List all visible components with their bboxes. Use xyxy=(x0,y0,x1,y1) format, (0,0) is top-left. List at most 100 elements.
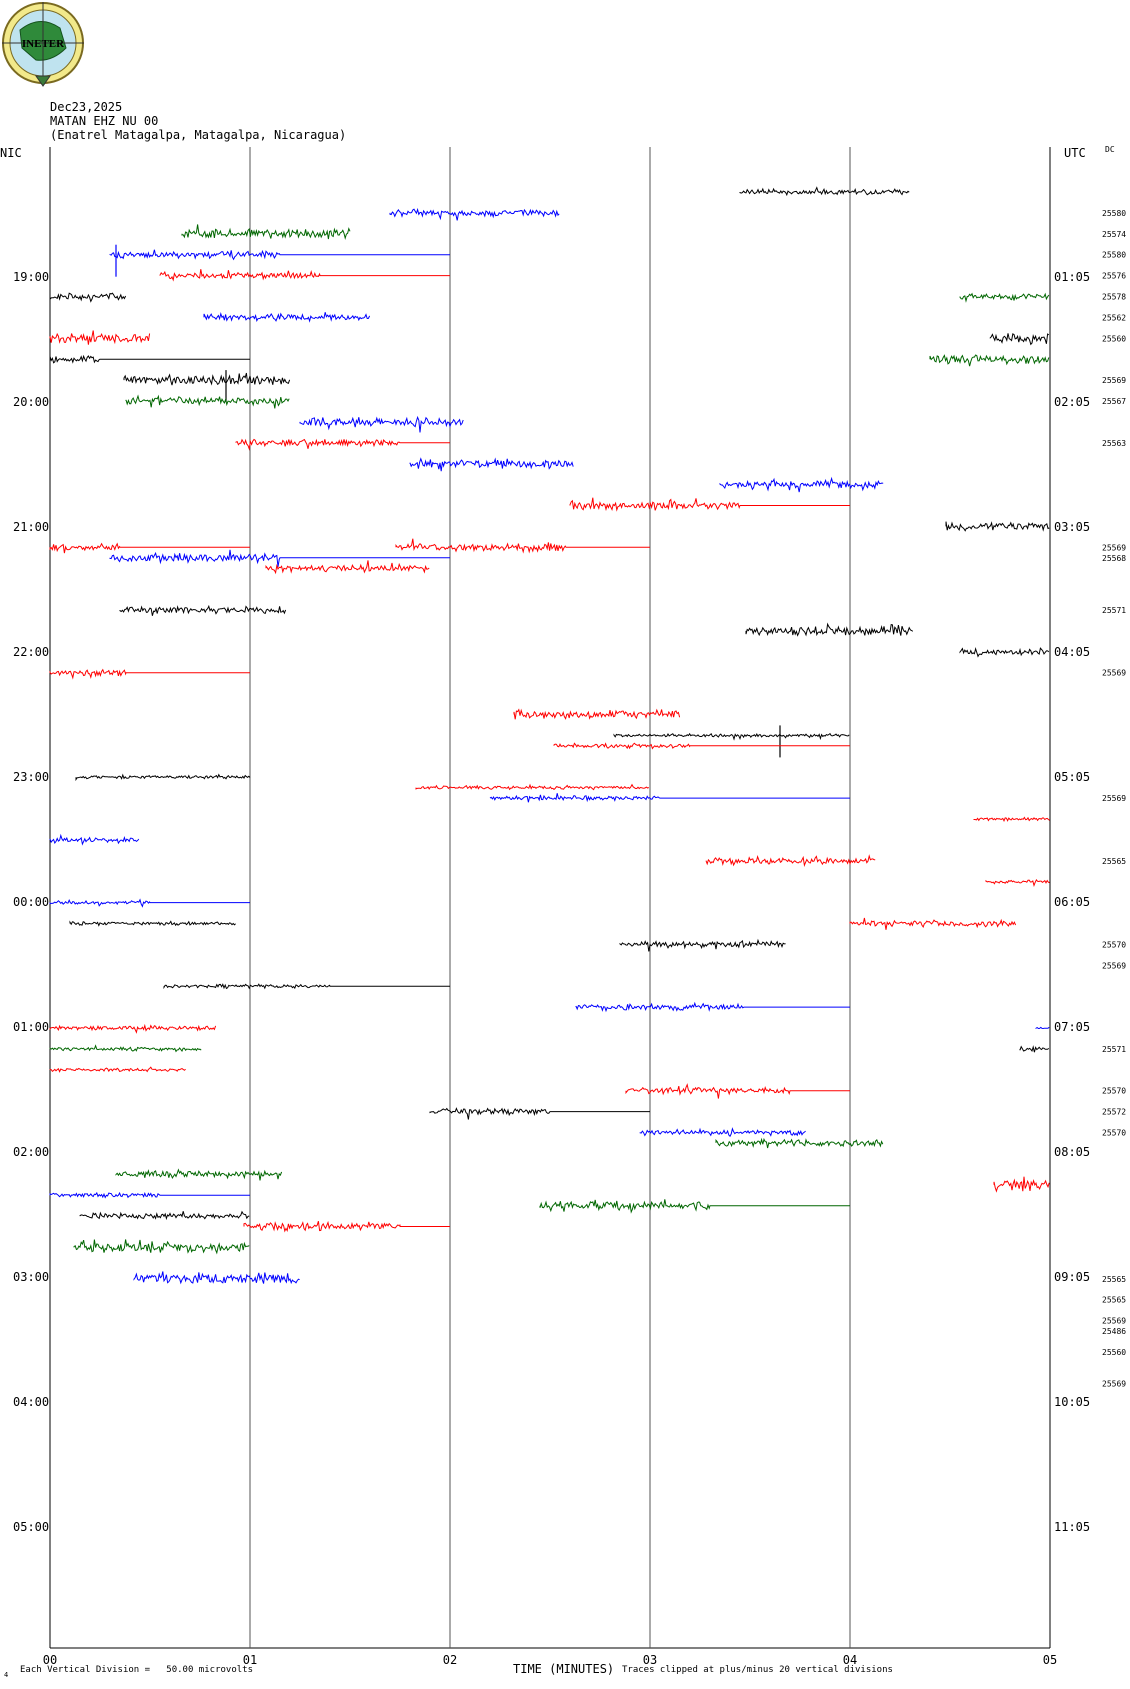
x-tick-label: 02 xyxy=(443,1653,457,1667)
location-label: (Enatrel Matagalpa, Matagalpa, Nicaragua… xyxy=(50,128,347,142)
x-tick-label: 00 xyxy=(43,1653,57,1667)
seismic-trace xyxy=(553,742,850,750)
dc-value: 25580 xyxy=(1102,251,1126,260)
seismic-trace xyxy=(489,793,850,803)
utc-time-label: 10:05 xyxy=(1054,1395,1090,1409)
seismic-trace xyxy=(989,333,1050,346)
seismic-trace xyxy=(243,1220,450,1233)
utc-time-label: 05:05 xyxy=(1054,770,1090,784)
dc-value: 25569 xyxy=(1102,794,1126,803)
seismic-trace xyxy=(429,1107,650,1120)
seismic-trace xyxy=(123,372,291,386)
seismic-trace xyxy=(715,1137,884,1149)
nic-time-label: 05:00 xyxy=(13,1520,49,1534)
x-tick-label: 01 xyxy=(243,1653,257,1667)
nic-time-label: 03:00 xyxy=(13,1270,49,1284)
seismic-trace xyxy=(619,938,786,952)
utc-time-label: 01:05 xyxy=(1054,270,1090,284)
seismic-trace xyxy=(299,415,464,433)
seismic-trace xyxy=(929,354,1050,367)
dc-value: 25569 xyxy=(1102,1317,1126,1326)
x-tick-label: 03 xyxy=(643,1653,657,1667)
seismic-trace xyxy=(235,438,450,451)
nic-time-label: 22:00 xyxy=(13,645,49,659)
x-axis-title: TIME (MINUTES) xyxy=(513,1662,615,1676)
station-label: MATAN EHZ NU 00 xyxy=(50,114,159,128)
nic-time-label: 20:00 xyxy=(13,395,49,409)
utc-time-label: 06:05 xyxy=(1054,895,1090,909)
seismic-trace xyxy=(109,549,450,567)
dc-value: 25565 xyxy=(1102,1296,1126,1305)
seismic-trace xyxy=(569,497,850,512)
seismic-trace xyxy=(1019,1045,1050,1053)
dc-value: 25563 xyxy=(1102,439,1126,448)
seismic-trace xyxy=(539,1199,850,1214)
dc-value: 25570 xyxy=(1102,940,1126,949)
corner-mark: 4 xyxy=(4,1671,9,1679)
seismic-trace xyxy=(49,898,250,908)
chart-traces xyxy=(49,186,1050,1285)
seismic-trace xyxy=(49,1044,202,1053)
seismic-trace xyxy=(75,773,251,782)
dc-value: 25580 xyxy=(1102,209,1126,218)
seismic-trace xyxy=(409,457,574,472)
seismic-trace xyxy=(203,312,371,323)
seismic-trace xyxy=(133,1271,300,1285)
clip-note: Traces clipped at plus/minus 20 vertical… xyxy=(622,1665,893,1675)
dc-value: 25568 xyxy=(1102,554,1126,563)
right-axis-label: UTC xyxy=(1064,146,1086,160)
dc-value: 25560 xyxy=(1102,1348,1126,1357)
nic-time-label: 21:00 xyxy=(13,520,49,534)
dc-value: 25569 xyxy=(1102,669,1126,678)
utc-time-label: 07:05 xyxy=(1054,1020,1090,1034)
dc-value: 25560 xyxy=(1102,334,1126,343)
dc-value: 25486 xyxy=(1102,1327,1126,1336)
seismic-trace xyxy=(115,1168,283,1181)
dc-value: 25571 xyxy=(1102,1045,1126,1054)
dc-value: 25570 xyxy=(1102,1129,1126,1138)
dc-value: 25571 xyxy=(1102,606,1126,615)
seismic-trace xyxy=(739,186,910,197)
dc-value: 25569 xyxy=(1102,376,1126,385)
seismic-trace xyxy=(125,394,290,409)
seismic-trace xyxy=(389,207,560,221)
nic-time-label: 00:00 xyxy=(13,895,49,909)
seismic-trace xyxy=(49,1191,250,1199)
ineter-logo: INETER xyxy=(2,2,84,87)
seismic-trace xyxy=(119,604,287,616)
nic-time-label: 04:00 xyxy=(13,1395,49,1409)
nic-time-label: 02:00 xyxy=(13,1145,49,1159)
seismic-trace xyxy=(49,330,151,345)
seismic-trace xyxy=(49,1023,217,1034)
seismic-trace xyxy=(849,917,1017,930)
utc-time-label: 09:05 xyxy=(1054,1270,1090,1284)
seismic-trace xyxy=(719,476,884,493)
dc-value: 25572 xyxy=(1102,1108,1126,1117)
seismic-trace xyxy=(49,668,250,680)
seismic-trace xyxy=(49,292,127,303)
seismic-trace xyxy=(109,249,450,261)
utc-time-label: 03:05 xyxy=(1054,520,1090,534)
seismic-trace xyxy=(705,854,876,868)
dc-value: 25569 xyxy=(1102,1379,1126,1388)
nic-time-label: 23:00 xyxy=(13,770,49,784)
seismic-trace xyxy=(625,1083,850,1099)
seismic-trace xyxy=(973,816,1050,822)
utc-time-label: 08:05 xyxy=(1054,1145,1090,1159)
chart-grid xyxy=(49,147,1051,1649)
seismic-trace xyxy=(49,833,140,846)
dc-value: 25570 xyxy=(1102,1087,1126,1096)
dc-label: DC xyxy=(1105,145,1115,154)
utc-time-label: 11:05 xyxy=(1054,1520,1090,1534)
dc-value: 25569 xyxy=(1102,961,1126,970)
nic-time-label: 19:00 xyxy=(13,270,49,284)
seismic-trace xyxy=(49,1066,186,1073)
seismic-trace xyxy=(163,983,450,990)
date-label: Dec23,2025 xyxy=(50,100,123,114)
dc-value: 25565 xyxy=(1102,857,1126,866)
seismic-trace xyxy=(993,1176,1050,1193)
nic-time-label: 01:00 xyxy=(13,1020,49,1034)
seismic-trace xyxy=(1035,1026,1050,1030)
dc-value: 25576 xyxy=(1102,272,1126,281)
